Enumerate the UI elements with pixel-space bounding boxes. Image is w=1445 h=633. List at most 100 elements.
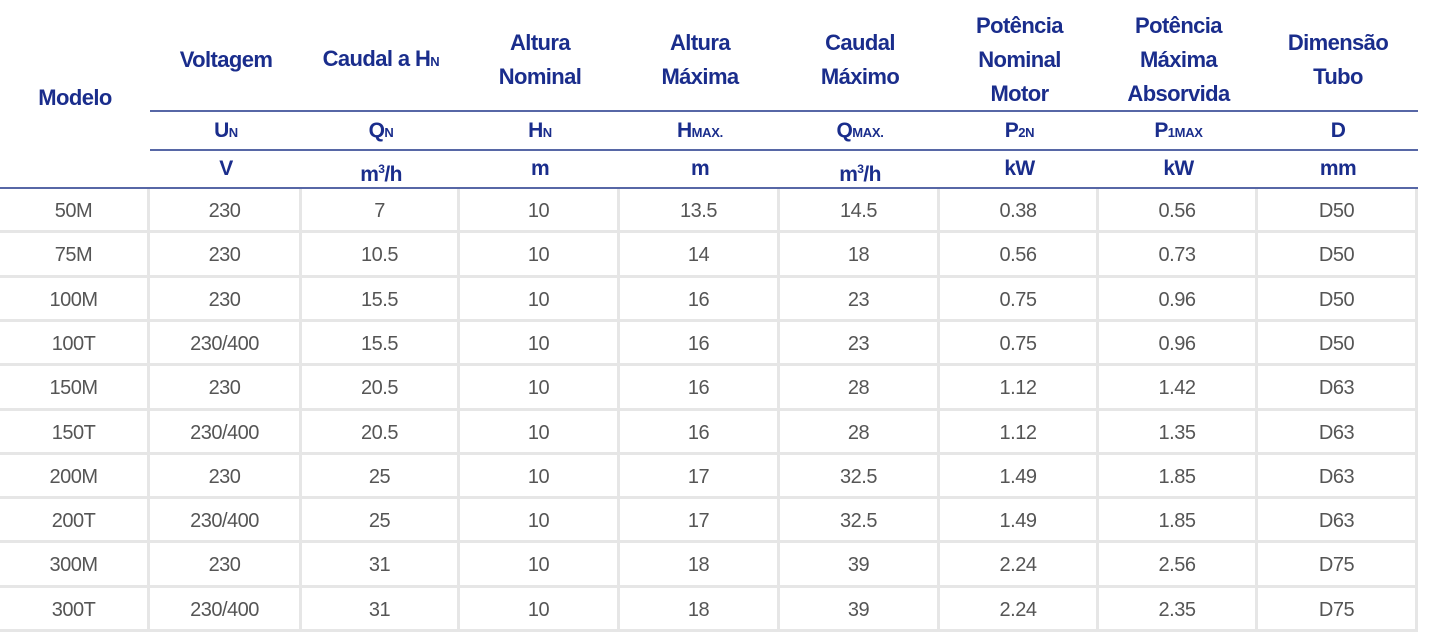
value-cell: 10	[460, 322, 620, 366]
unit-rest: /h	[384, 163, 402, 186]
value-cell: 20.5	[302, 411, 460, 455]
column-title-line: Caudal a HN	[323, 42, 440, 79]
symbol-subscript: N	[228, 125, 238, 140]
symbol-base: P	[1154, 119, 1168, 142]
column-unit: m3/h	[302, 152, 460, 186]
value-cell: 16	[620, 366, 780, 411]
column-title: Caudal Máximo	[780, 8, 940, 112]
symbol-subscript: N	[384, 125, 394, 140]
symbol-base: U	[214, 119, 229, 142]
value-cell: 230	[150, 455, 302, 499]
column-title-text: Motor	[990, 81, 1049, 106]
symbol-subscript: N	[542, 125, 552, 140]
value-cell: 7	[302, 189, 460, 233]
column-title-text: Voltagem	[179, 47, 273, 72]
value-cell: 1.85	[1099, 499, 1258, 543]
value-cell: 230/400	[150, 588, 302, 632]
value-cell: 1.85	[1099, 455, 1258, 499]
value-cell: D50	[1258, 233, 1418, 278]
value-cell: 0.96	[1099, 278, 1258, 322]
value-cell: D63	[1258, 366, 1418, 411]
value-cell: 31	[302, 588, 460, 632]
symbol-base: P	[1004, 119, 1019, 142]
column-title: Caudal a HN	[302, 8, 460, 112]
symbol-base: H	[677, 119, 692, 142]
value-cell: 16	[620, 411, 780, 455]
value-cell: 18	[620, 588, 780, 632]
value-cell: 230/400	[150, 499, 302, 543]
column-title-text: Altura	[510, 30, 571, 55]
value-cell: 39	[780, 588, 940, 632]
column-title: Voltagem	[150, 8, 302, 112]
column-title: Dimensão Tubo	[1258, 8, 1418, 112]
value-cell: D50	[1258, 189, 1418, 233]
column-title-text: Caudal a H	[322, 45, 431, 71]
value-cell: 230	[150, 278, 302, 322]
column-title-text: Dimensão	[1287, 30, 1389, 55]
unit-text: kW	[1163, 157, 1194, 180]
value-cell: 0.75	[940, 322, 1099, 366]
value-cell: 14	[620, 233, 780, 278]
column-unit: kW	[1099, 152, 1258, 186]
column-title-line: Voltagem	[180, 43, 273, 77]
header-modelo: Modelo	[38, 85, 112, 110]
model-cell: 200M	[0, 455, 150, 499]
value-cell: 2.35	[1099, 588, 1258, 632]
column-title-line: Potência	[1135, 9, 1223, 43]
value-cell: 16	[620, 278, 780, 322]
unit-text: kW	[1004, 157, 1035, 180]
value-cell: 0.38	[940, 189, 1099, 233]
column-symbol: QN	[302, 114, 460, 148]
column-title-text: Potência	[1135, 13, 1223, 38]
value-cell: 10	[460, 588, 620, 632]
column-title-line: Absorvida	[1127, 77, 1230, 111]
value-cell: D75	[1258, 543, 1418, 588]
model-cell: 150M	[0, 366, 150, 411]
column-title-text: Máxima	[661, 64, 739, 89]
unit-text: m	[839, 163, 858, 186]
value-cell: 23	[780, 322, 940, 366]
value-cell: 31	[302, 543, 460, 588]
value-cell: 10	[460, 455, 620, 499]
unit-text: m	[690, 157, 710, 180]
value-cell: 20.5	[302, 366, 460, 411]
value-cell: 2.24	[940, 543, 1099, 588]
column-title-line: Máxima	[661, 60, 739, 94]
column-title: Altura Máxima	[620, 8, 780, 112]
model-cell: 150T	[0, 411, 150, 455]
symbol-base: D	[1330, 119, 1346, 142]
value-cell: D63	[1258, 411, 1418, 455]
value-cell: 1.49	[940, 455, 1099, 499]
model-cell: 100T	[0, 322, 150, 366]
value-cell: 230/400	[150, 322, 302, 366]
value-cell: 1.35	[1099, 411, 1258, 455]
column-title: Potência Máxima Absorvida	[1099, 8, 1258, 112]
unit-superscript: 3	[378, 162, 385, 176]
value-cell: 14.5	[780, 189, 940, 233]
column-symbol: UN	[150, 114, 302, 148]
unit-text: m	[530, 157, 550, 180]
value-cell: 10.5	[302, 233, 460, 278]
value-cell: 10	[460, 499, 620, 543]
value-cell: 230/400	[150, 411, 302, 455]
value-cell: 1.12	[940, 366, 1099, 411]
value-cell: 1.12	[940, 411, 1099, 455]
column-title-text: Absorvida	[1127, 81, 1230, 106]
column-title-line: Tubo	[1313, 60, 1363, 94]
value-cell: 13.5	[620, 189, 780, 233]
column-symbol: P1MAX	[1099, 114, 1258, 148]
column-unit: m3/h	[780, 152, 940, 186]
symbol-base: Q	[368, 119, 385, 142]
unit-text: m	[360, 163, 379, 186]
unit-text: V	[219, 157, 233, 180]
unit-rest: /h	[863, 163, 881, 186]
value-cell: 25	[302, 499, 460, 543]
symbol-base: Q	[836, 119, 853, 142]
column-symbol: HN	[460, 114, 620, 148]
column-title-line: Máximo	[821, 60, 900, 94]
header-divider-3	[0, 187, 1418, 189]
value-cell: 2.24	[940, 588, 1099, 632]
value-cell: 18	[780, 233, 940, 278]
column-title-line: Potência	[976, 9, 1064, 43]
model-cell: 100M	[0, 278, 150, 322]
